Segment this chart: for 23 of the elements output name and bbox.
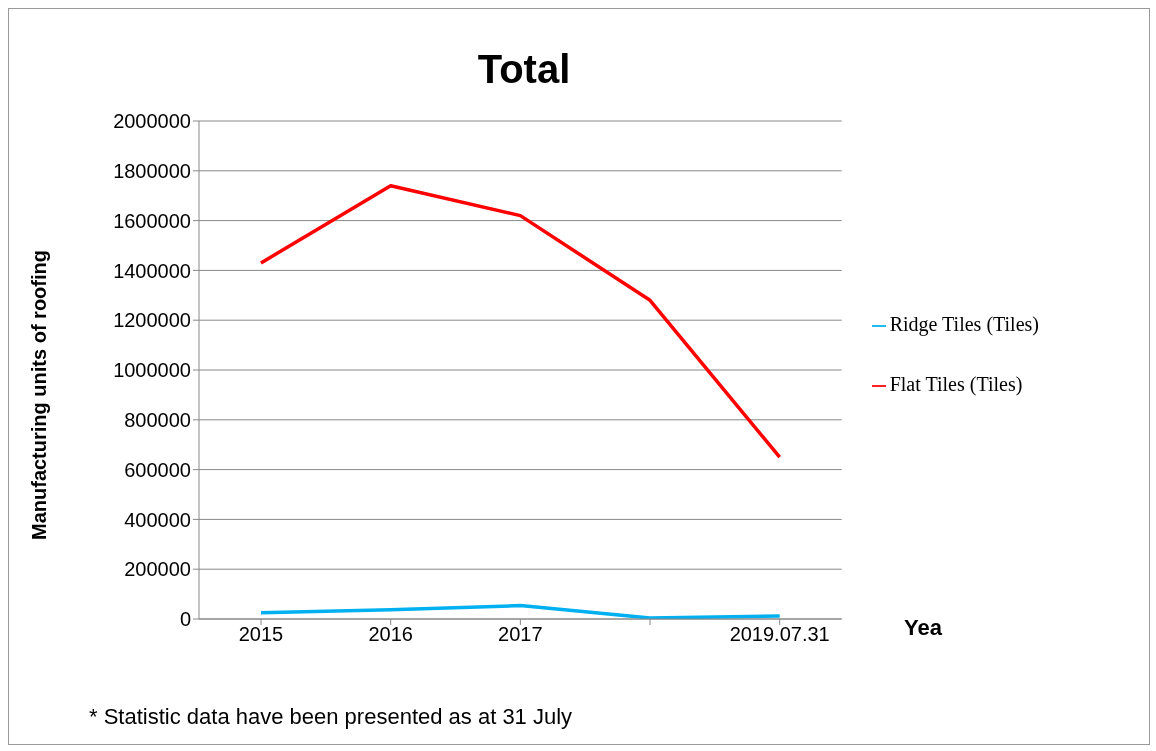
y-tick-label: 1000000 xyxy=(113,359,191,382)
x-axis-title: Yea xyxy=(904,615,942,641)
legend-label: Flat Tiles (Tiles) xyxy=(889,373,1023,395)
x-tick-label: 2015 xyxy=(238,623,284,646)
y-tick-label: 1400000 xyxy=(113,259,191,282)
y-tick-label: 2000000 xyxy=(113,110,191,133)
y-tick-label: 1600000 xyxy=(113,209,191,232)
y-tick-label: 0 xyxy=(179,608,191,631)
y-tick-label: 800000 xyxy=(124,408,191,431)
legend-label: Ridge Tiles (Tiles) xyxy=(889,313,1039,335)
y-axis-title: Manufacturing units of roofing xyxy=(28,250,51,540)
x-tick-label: 2016 xyxy=(368,623,413,646)
line-series xyxy=(259,183,782,459)
text: * Statistic data have been presented as at 31 July xyxy=(89,704,573,730)
x-tick-label: 2019.07.31 xyxy=(729,623,830,646)
y-tick-label: 1200000 xyxy=(113,309,191,332)
chart-title: Total xyxy=(476,47,572,92)
x-tick-label: 2017 xyxy=(498,623,543,646)
y-tick-label: 1800000 xyxy=(113,159,191,182)
y-tick-label: 600000 xyxy=(124,458,191,481)
y-tick-label: 200000 xyxy=(124,558,191,581)
line-series xyxy=(259,603,782,619)
y-tick-label: 400000 xyxy=(124,508,191,531)
